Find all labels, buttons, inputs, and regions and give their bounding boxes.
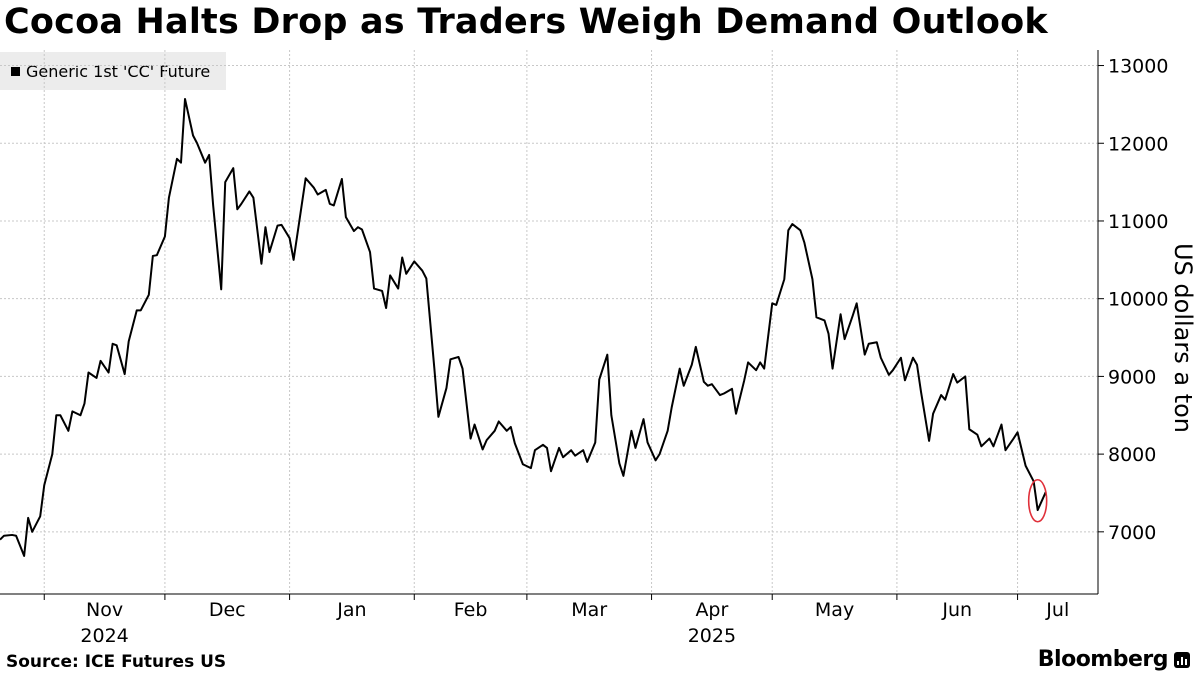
x-tick-label-mar: Mar — [571, 599, 607, 621]
y-tick-label-11000: 11000 — [1108, 211, 1168, 233]
legend: Generic 1st 'CC' Future — [0, 52, 226, 90]
y-tick-label-10000: 10000 — [1108, 289, 1168, 311]
y-tick-label-9000: 9000 — [1108, 366, 1156, 388]
x-tick-label-apr: Apr — [695, 599, 728, 621]
chart-title: Cocoa Halts Drop as Traders Weigh Demand… — [4, 2, 1048, 42]
y-tick-label-8000: 8000 — [1108, 444, 1156, 466]
x-tick-label-jul: Jul — [1045, 599, 1069, 621]
bloomberg-terminal-icon — [1174, 651, 1190, 668]
y-tick-label-12000: 12000 — [1108, 133, 1168, 155]
x-tick-label-feb: Feb — [454, 599, 488, 621]
highlight-circle-0 — [1027, 478, 1048, 523]
x-year-label-2024: 2024 — [80, 625, 128, 647]
y-axis-title: US dollars a ton — [1169, 243, 1197, 433]
legend-swatch — [11, 66, 20, 76]
x-tick-label-jun: Jun — [941, 599, 972, 621]
brand-name: Bloomberg — [1037, 647, 1169, 672]
x-tick-label-may: May — [815, 599, 854, 621]
source-note: Source: ICE Futures US — [6, 652, 227, 672]
x-tick-label-dec: Dec — [209, 599, 246, 621]
legend-label: Generic 1st 'CC' Future — [26, 61, 211, 81]
series-line-0 — [0, 97, 1047, 557]
x-year-label-2025: 2025 — [688, 625, 736, 647]
x-tick-label-jan: Jan — [336, 599, 366, 621]
x-tick-label-nov: Nov — [86, 599, 123, 621]
y-tick-label-13000: 13000 — [1108, 56, 1168, 78]
y-tick-label-7000: 7000 — [1108, 522, 1156, 544]
brand-logo: Bloomberg — [1038, 647, 1190, 672]
